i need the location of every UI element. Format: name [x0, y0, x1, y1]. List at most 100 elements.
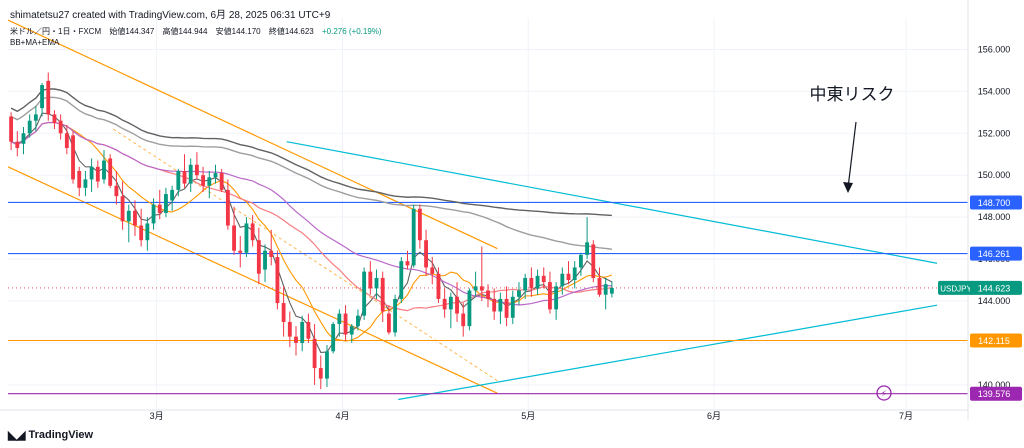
candle — [399, 261, 404, 299]
annotation: 中東リスク ⚡ — [810, 85, 895, 401]
candle — [492, 298, 497, 312]
tradingview-logo[interactable]: ◣◢ TradingView — [8, 428, 93, 442]
candle — [58, 120, 63, 134]
annotation-text: 中東リスク — [810, 85, 895, 105]
candle — [300, 321, 305, 343]
symbol-badge-bg — [938, 280, 974, 295]
open-value: 始値144.347 — [109, 27, 155, 36]
candle — [417, 208, 422, 241]
ma200-line — [10, 88, 612, 217]
candle — [102, 160, 106, 180]
candle — [393, 298, 398, 333]
annotation-arrow — [847, 121, 857, 189]
level-label: 142.115 — [978, 336, 1010, 346]
candle — [9, 116, 14, 142]
candle — [244, 223, 249, 253]
candle — [424, 240, 428, 268]
annotation-arrowhead — [843, 182, 853, 193]
candle — [411, 208, 416, 266]
candle — [312, 338, 317, 369]
candle — [114, 185, 119, 197]
time-axis: 3月 4月 5月 6月 7月 — [0, 409, 968, 421]
candle — [188, 164, 193, 184]
trend-line — [7, 19, 498, 250]
candle — [523, 277, 528, 291]
ma25-line — [10, 121, 612, 312]
candle — [27, 120, 32, 134]
candle — [473, 286, 478, 291]
candle — [343, 313, 348, 335]
candle — [436, 273, 441, 299]
candle — [126, 210, 131, 222]
candle — [145, 223, 150, 241]
level-label: 148.700 — [978, 198, 1011, 208]
candle — [139, 225, 144, 241]
candle — [294, 336, 298, 343]
lightning-glyph: ⚡ — [881, 390, 887, 400]
tv-logo-icon: ◣◢ — [8, 428, 25, 442]
indicator-legend[interactable]: BB+MA+EMA — [10, 38, 60, 47]
footer-brand: TradingView — [28, 429, 94, 441]
close-value: 終値144.623 — [268, 27, 314, 36]
candle — [325, 351, 329, 379]
candle — [170, 189, 175, 201]
candle — [455, 296, 459, 314]
price-tick-label: 140.000 — [978, 380, 1011, 390]
candle — [368, 271, 373, 289]
level-label-bg — [970, 333, 1022, 348]
candle — [560, 273, 565, 287]
candle — [52, 114, 57, 123]
candle — [535, 275, 540, 289]
time-tick-label: 5月 — [521, 411, 535, 421]
candle — [597, 277, 602, 295]
candle — [554, 286, 559, 310]
candle — [504, 298, 509, 318]
candle — [356, 315, 360, 327]
chart-header: shimatetsu27 created with TradingView.co… — [10, 10, 331, 21]
lightning-icon — [876, 385, 892, 401]
candle — [46, 80, 51, 115]
candle — [164, 194, 168, 213]
candle — [486, 290, 490, 299]
moving-averages — [10, 88, 613, 353]
candle — [349, 326, 354, 335]
level-label: 146.261 — [978, 249, 1011, 259]
candle — [374, 277, 379, 289]
candle — [467, 290, 472, 327]
candle — [232, 225, 236, 251]
price-axis: 140.000142.000144.000146.000148.000150.0… — [938, 0, 1022, 420]
candle — [77, 171, 82, 188]
candle — [380, 277, 385, 312]
candle — [176, 171, 181, 190]
candle — [89, 166, 94, 180]
candle — [64, 133, 69, 148]
candle — [318, 368, 323, 379]
symbol-badge: USDJPY — [940, 284, 972, 293]
candle — [250, 223, 255, 241]
candle — [572, 267, 577, 281]
candle — [541, 275, 546, 283]
candle — [269, 250, 274, 257]
candle — [83, 179, 88, 188]
candle — [194, 164, 199, 176]
candle — [442, 298, 447, 310]
candle — [108, 158, 113, 186]
candle — [182, 171, 187, 184]
candle — [256, 240, 261, 274]
price-tick-label: 156.000 — [978, 44, 1011, 54]
grid — [8, 18, 968, 410]
candle — [529, 277, 534, 289]
candle — [337, 313, 342, 325]
level-label: 139.576 — [978, 389, 1011, 399]
symbol-info: 米ドル／円・1日・FXCM 始値144.347 高値144.944 安値144.… — [10, 26, 382, 37]
level-label-bg — [970, 246, 1022, 261]
price-tick-label: 154.000 — [978, 86, 1011, 96]
trend-line — [398, 304, 938, 401]
candle — [461, 313, 466, 327]
candle — [95, 166, 100, 182]
candle — [498, 298, 503, 312]
price-tick-label: 152.000 — [978, 128, 1011, 138]
candle — [71, 135, 75, 180]
candle — [386, 313, 391, 333]
